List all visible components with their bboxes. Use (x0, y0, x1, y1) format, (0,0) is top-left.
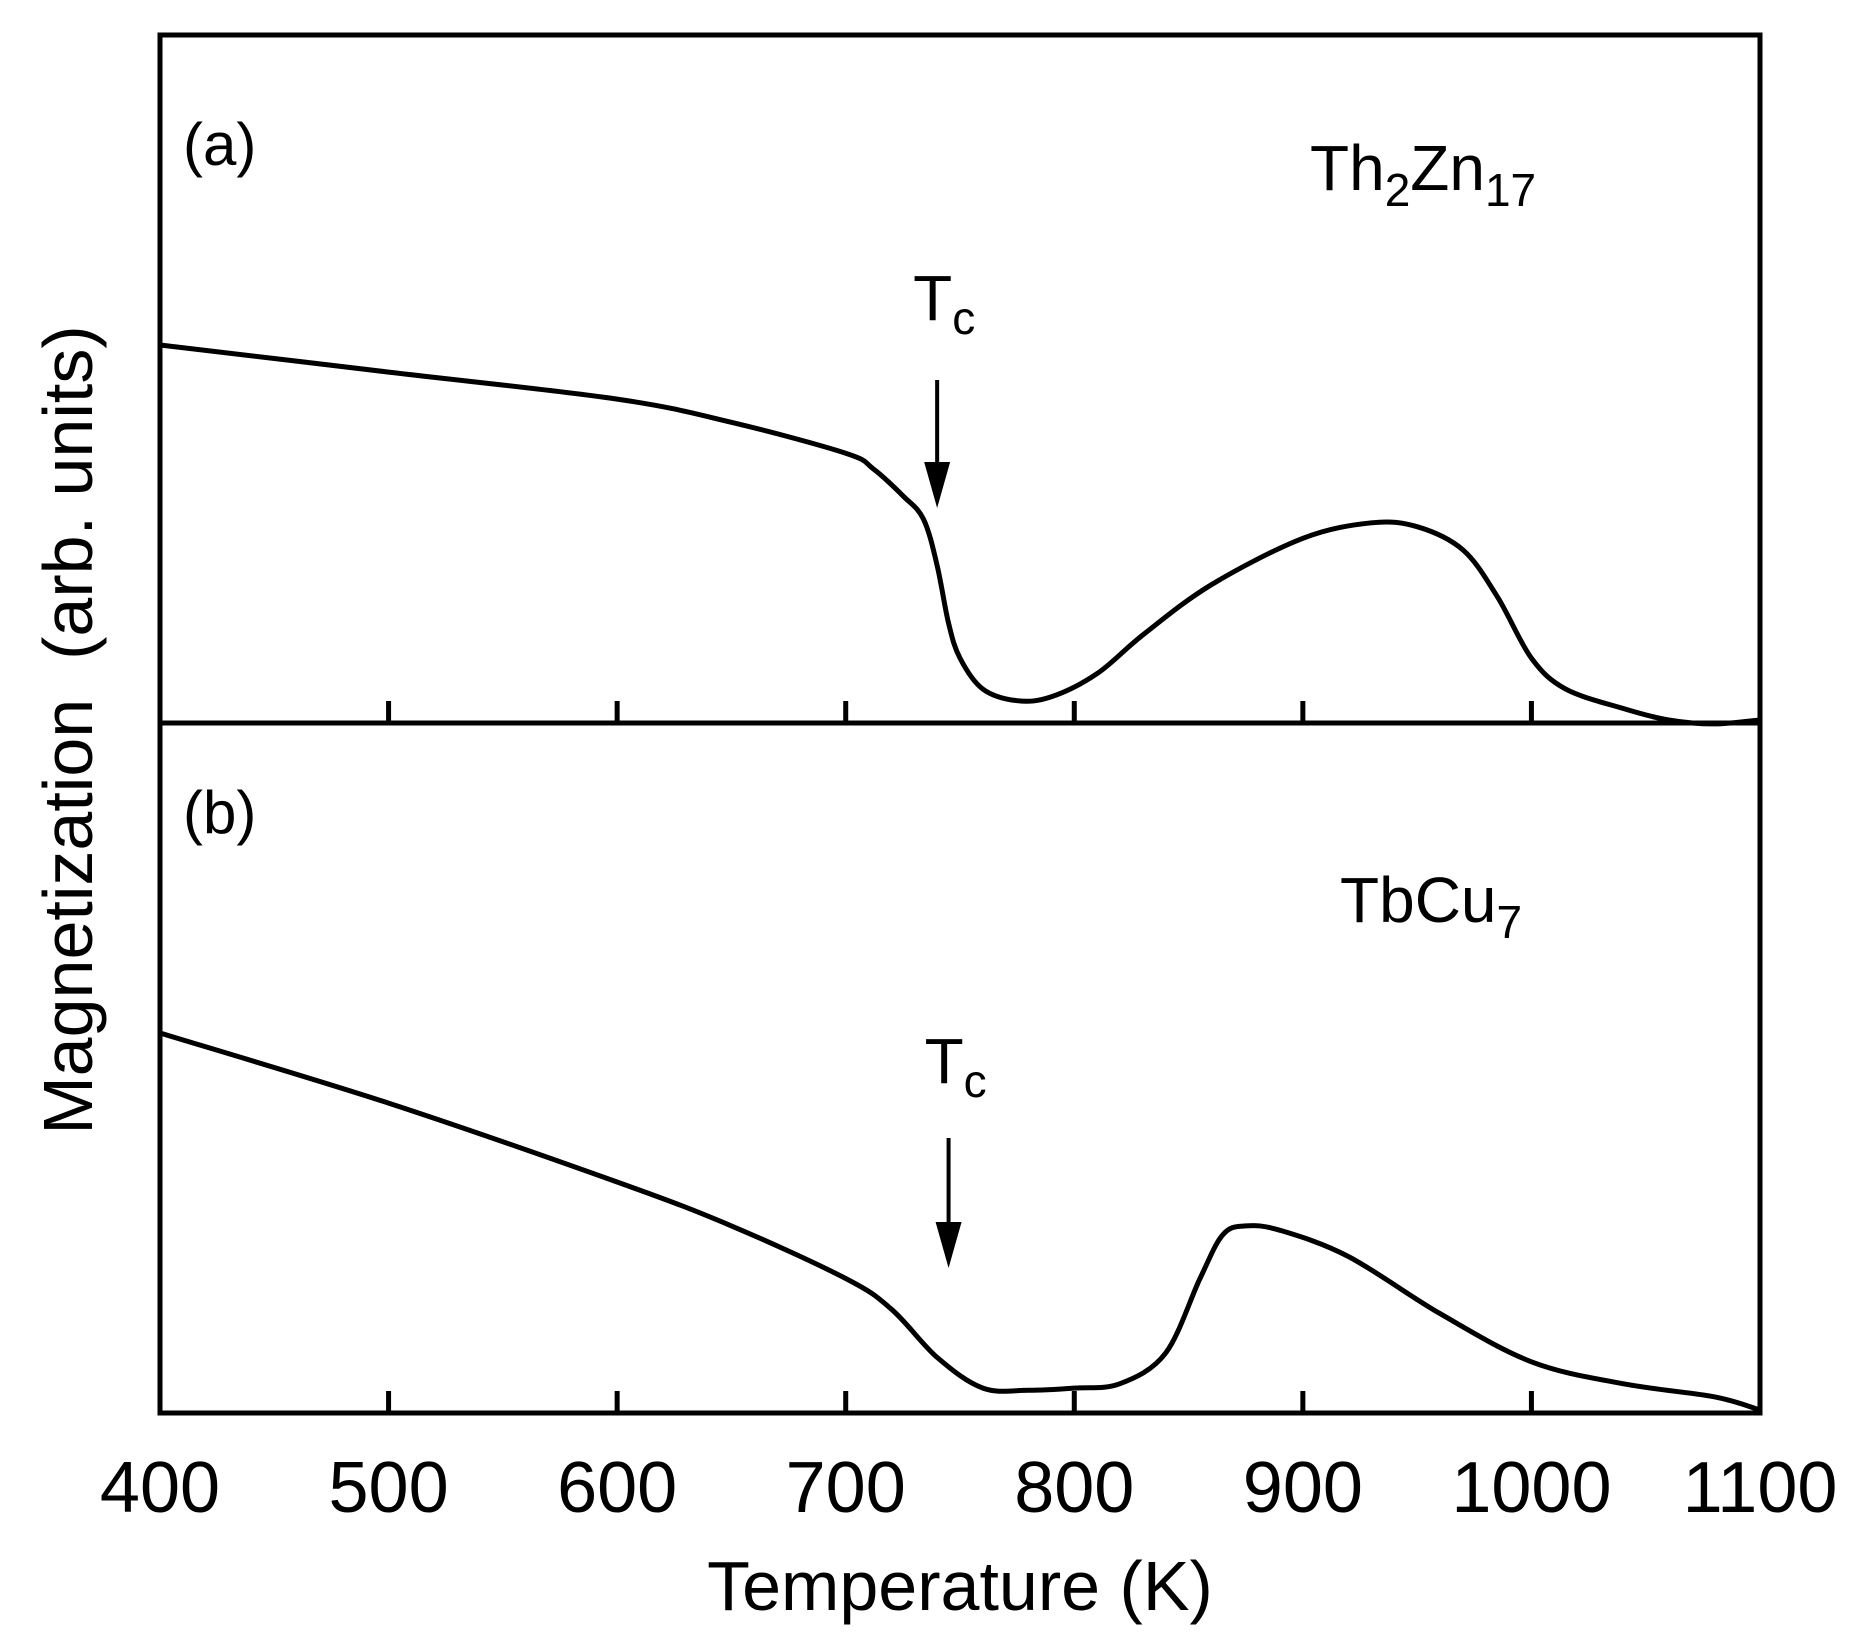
tc-arrow-b (935, 1138, 962, 1268)
x-tick-label-500: 500 (329, 1448, 449, 1528)
panel-a-label: (a) (183, 111, 256, 178)
x-axis-title: Temperature (K) (707, 1547, 1213, 1625)
panel-b-label: (b) (183, 779, 256, 846)
y-axis-title: Magnetization (arb. units) (29, 325, 107, 1134)
th2zn17-curve (159, 342, 1761, 727)
x-tick-label-1000: 1000 (1451, 1448, 1611, 1528)
x-tick-label-600: 600 (557, 1448, 677, 1528)
panel-b-x-ticks (386, 1391, 1534, 1413)
x-tick-label-1100: 1100 (1683, 1448, 1838, 1528)
tc-arrow-a (924, 380, 951, 508)
compound-b-label: TbCu7 (1340, 864, 1522, 948)
x-tick-label-700: 700 (786, 1448, 906, 1528)
x-tick-label-400: 400 (100, 1448, 220, 1528)
panel-a-x-ticks (386, 701, 1534, 723)
tc-annotation-b: Tc (925, 1025, 987, 1107)
x-tick-label-800: 800 (1014, 1448, 1134, 1528)
x-tick-labels: 400 500 600 700 800 900 1000 1100 (100, 1448, 1837, 1528)
panel-b-frame (157, 720, 1763, 1416)
tc-annotation-a: Tc (913, 262, 975, 344)
tbcu7-curve (159, 1030, 1761, 1413)
compound-a-label: Th2Zn17 (1310, 132, 1536, 216)
x-tick-label-900: 900 (1243, 1448, 1363, 1528)
panel-a-frame (157, 32, 1763, 726)
